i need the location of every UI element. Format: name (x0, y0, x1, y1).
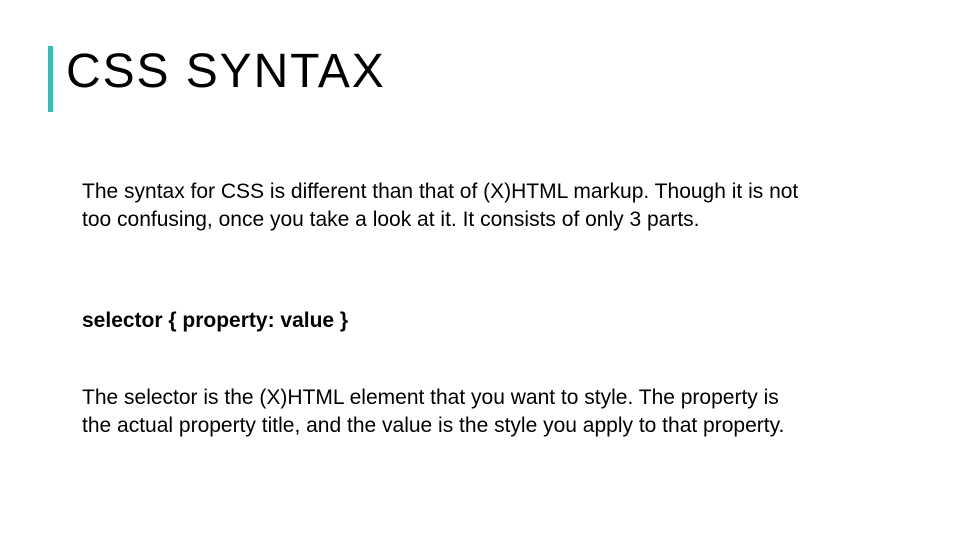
paragraph-intro: The syntax for CSS is different than tha… (82, 178, 802, 235)
title-accent-bar (48, 46, 53, 112)
paragraph-explanation: The selector is the (X)HTML element that… (82, 384, 802, 441)
paragraph-syntax-example: selector { property: value } (82, 307, 802, 335)
slide: CSS SYNTAX The syntax for CSS is differe… (0, 0, 960, 540)
slide-title: CSS SYNTAX (66, 44, 386, 99)
